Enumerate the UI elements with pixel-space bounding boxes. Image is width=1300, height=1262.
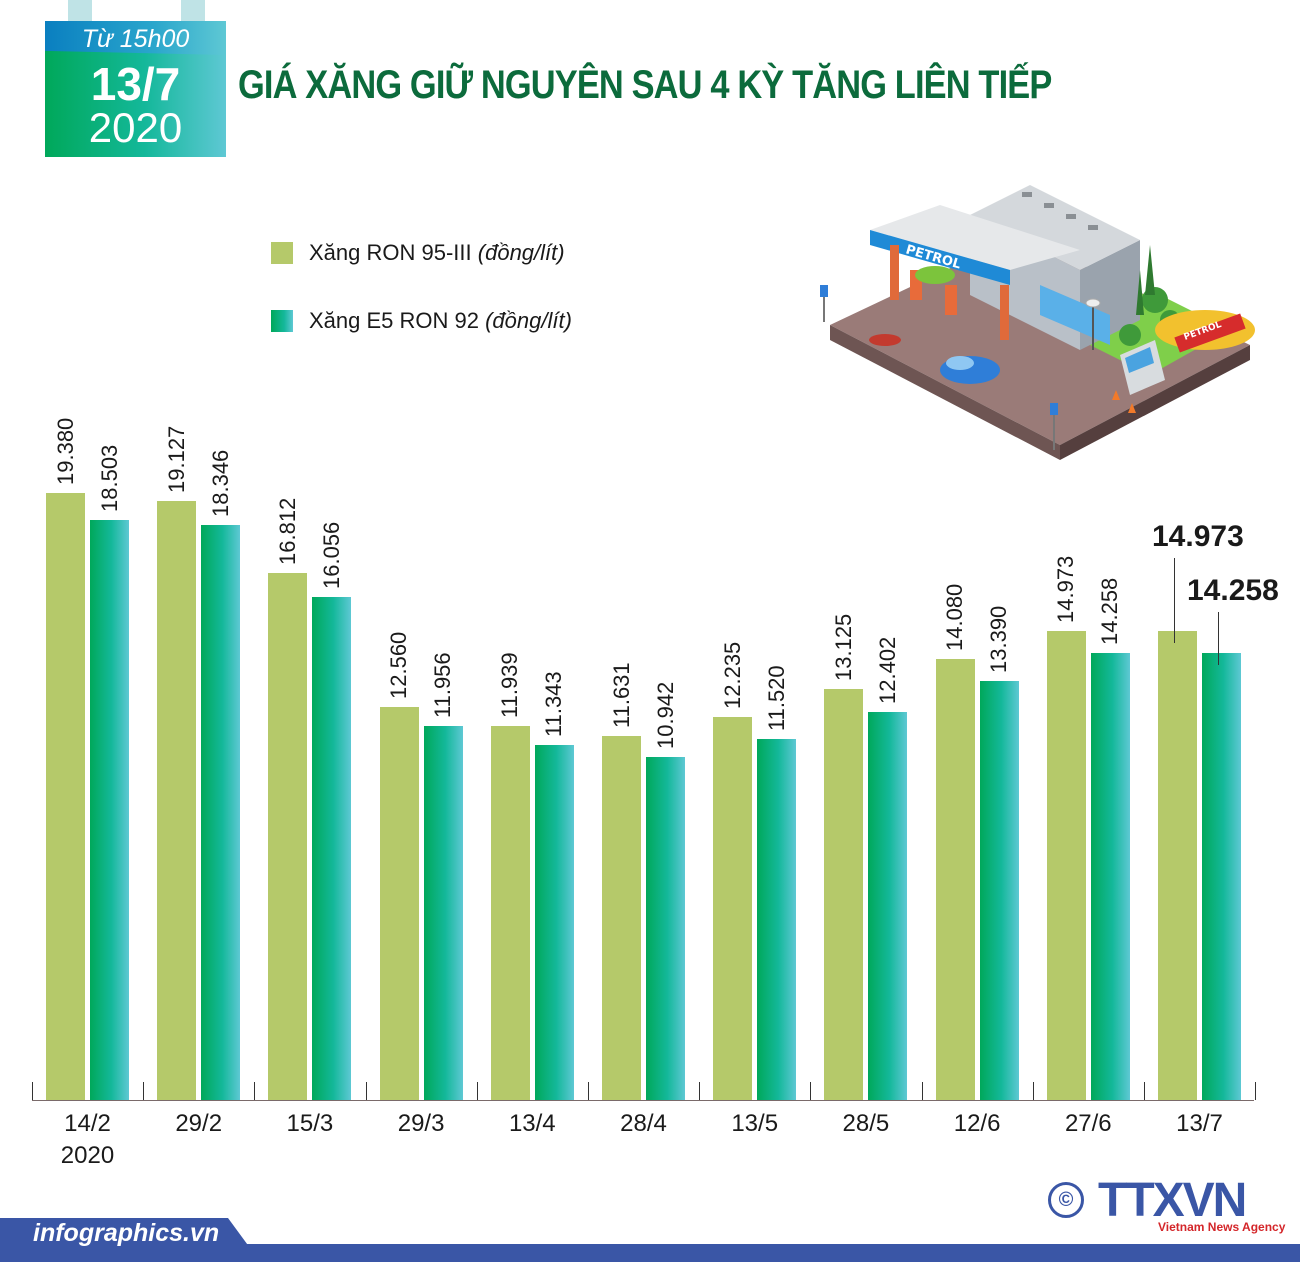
value-label: 14.080 [942, 583, 968, 651]
footer-brand-link[interactable]: infographics.vn [33, 1219, 220, 1247]
agency-subtitle: Vietnam News Agency [1158, 1220, 1286, 1234]
x-axis-tick [365, 1082, 367, 1100]
bar-ron95 [268, 573, 308, 1100]
bar-e5 [757, 739, 797, 1100]
bar-ron95 [490, 726, 530, 1100]
bar-e5 [868, 712, 908, 1100]
value-label: 12.402 [874, 636, 900, 704]
bar-ron95 [46, 493, 85, 1100]
value-label: 13.125 [830, 613, 856, 681]
legend-label: Xăng RON 95-III [309, 240, 472, 265]
legend-item-ron95: Xăng RON 95-III (đồng/lít) [271, 240, 565, 266]
copyright-icon: © [1048, 1182, 1084, 1218]
bar-e5 [312, 597, 352, 1100]
value-label: 11.631 [608, 662, 634, 728]
value-label: 10.942 [652, 681, 678, 749]
value-label: 12.560 [386, 631, 412, 699]
value-label: 11.939 [497, 652, 523, 718]
badge-year: 2020 [88, 104, 183, 151]
bar-e5 [201, 525, 241, 1100]
bar-ron95 [1046, 631, 1086, 1100]
x-axis-tick [1032, 1082, 1034, 1100]
date-badge-header [45, 21, 226, 55]
x-axis-tick [32, 1082, 33, 1100]
footer-tab [0, 1218, 250, 1248]
x-axis-label: 14/2 [64, 1110, 111, 1137]
value-label: 14.258 [1097, 577, 1123, 645]
x-axis-sublabel: 2020 [60, 1142, 115, 1169]
value-label: 19.127 [163, 425, 189, 493]
bar-ron95 [1158, 631, 1197, 1100]
bar-ron95 [602, 736, 641, 1100]
bar-e5 [646, 757, 685, 1100]
value-label: 14.973 [1053, 555, 1079, 623]
x-axis [32, 1100, 1254, 1101]
legend-item-e5: Xăng E5 RON 92 (đồng/lít) [271, 308, 572, 334]
x-axis-tick [254, 1082, 256, 1100]
bar-e5 [534, 745, 574, 1100]
x-axis-label: 28/4 [620, 1110, 667, 1137]
x-axis-label: 29/2 [175, 1110, 223, 1137]
bar-e5 [979, 681, 1019, 1100]
value-label: 13.390 [986, 605, 1012, 673]
value-label: 16.056 [318, 521, 344, 589]
x-axis-tick [699, 1082, 701, 1100]
bar-e5 [1090, 653, 1130, 1100]
bar-e5 [1202, 653, 1241, 1100]
page-title: GIÁ XĂNG GIỮ NGUYÊN SAU 4 KỲ TĂNG LIÊN T… [238, 63, 1052, 107]
legend-unit: (đồng/lít) [485, 308, 572, 333]
value-label: 12.235 [719, 641, 745, 709]
x-axis-label: 27/6 [1064, 1110, 1112, 1137]
bar-ron95 [157, 501, 197, 1100]
legend-swatch-e5 [271, 310, 293, 332]
x-axis-label: 13/4 [508, 1110, 556, 1137]
petrol-station-illustration-icon: PETROL PETROL [820, 185, 1255, 460]
calendar-ring-icon [181, 0, 205, 23]
legend-swatch-ron95 [271, 242, 293, 264]
x-axis-tick [810, 1082, 812, 1100]
x-axis-label: 13/7 [1176, 1110, 1223, 1137]
x-axis-tick [1144, 1082, 1145, 1100]
x-axis-tick [476, 1082, 478, 1100]
leader-line [1218, 612, 1219, 665]
x-axis-tick [921, 1082, 923, 1100]
x-axis-label: 13/5 [731, 1110, 779, 1137]
value-label: 18.346 [207, 449, 233, 517]
calendar-ring-icon [68, 0, 92, 23]
value-label: 11.520 [763, 665, 789, 731]
x-axis-tick [588, 1082, 589, 1100]
value-label: 11.343 [541, 671, 567, 737]
bar-e5 [423, 726, 463, 1100]
value-label: 16.812 [274, 497, 300, 565]
legend-label: Xăng E5 RON 92 [309, 308, 479, 333]
badge-time: Từ 15h00 [81, 25, 190, 53]
x-axis-label: 29/3 [397, 1110, 445, 1137]
legend-unit: (đồng/lít) [477, 240, 565, 265]
bar-ron95 [824, 689, 864, 1100]
value-label: 18.503 [96, 444, 122, 512]
date-badge: Từ 15h00 13/7 2020 [45, 21, 226, 157]
bar-e5 [90, 520, 129, 1100]
x-axis-tick [143, 1082, 145, 1100]
leader-line [1174, 558, 1175, 643]
highlight-value-label: 14.258 [1187, 574, 1279, 607]
highlight-value-label: 14.973 [1152, 520, 1244, 553]
x-axis-label: 12/6 [953, 1110, 1001, 1137]
x-axis-label: 28/5 [842, 1110, 890, 1137]
value-label: 19.380 [52, 417, 78, 485]
badge-date: 13/7 [90, 58, 181, 110]
bar-ron95 [713, 717, 753, 1100]
value-label: 11.956 [430, 652, 456, 718]
x-axis-label: 15/3 [286, 1110, 334, 1137]
footer-bar [0, 1244, 1300, 1262]
agency-logo: TTXVN [1098, 1174, 1247, 1227]
bar-ron95 [935, 659, 975, 1100]
x-axis-tick [1255, 1082, 1257, 1100]
bar-ron95 [379, 707, 419, 1100]
